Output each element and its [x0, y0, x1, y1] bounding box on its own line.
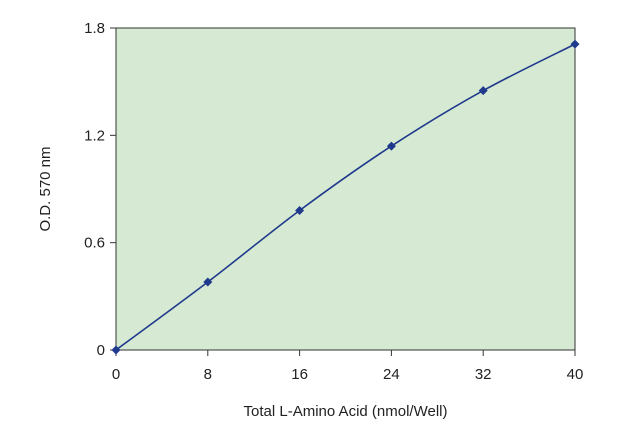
data-point-marker [478, 86, 488, 96]
plot-area [115, 27, 576, 351]
x-tick-label: 16 [291, 366, 308, 383]
x-axis-ticks: 0 8 16 24 32 40 [112, 350, 584, 383]
data-markers [111, 39, 580, 355]
x-tick-label: 40 [567, 366, 584, 383]
y-tick-label: 1.2 [84, 127, 105, 144]
data-point-marker [570, 39, 580, 49]
y-tick-label: 0.6 [84, 235, 105, 252]
data-point-marker [295, 205, 305, 215]
x-axis-title: Total L-Amino Acid (nmol/Well) [244, 403, 448, 420]
data-point-marker [111, 345, 121, 355]
data-point-marker [386, 141, 396, 151]
data-point-marker [203, 277, 213, 287]
x-tick-label: 8 [204, 366, 212, 383]
x-tick-label: 24 [383, 366, 400, 383]
x-tick-label: 32 [475, 366, 492, 383]
y-tick-label: 0 [97, 342, 105, 359]
x-tick-label: 0 [112, 366, 120, 383]
y-tick-label: 1.8 [84, 20, 105, 37]
series-line [115, 43, 576, 351]
y-axis-title: O.D. 570 nm [37, 146, 54, 231]
y-axis-ticks: 0 0.6 1.2 1.8 [84, 20, 116, 359]
